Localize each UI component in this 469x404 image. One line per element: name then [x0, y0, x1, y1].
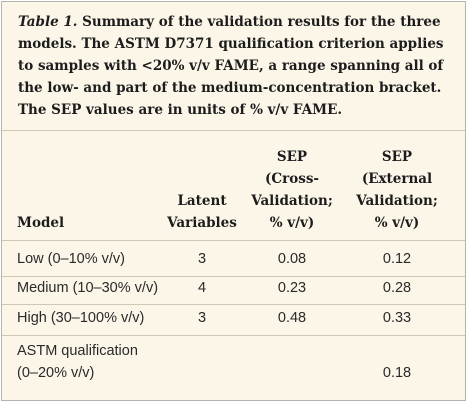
- row-high-sep-ext: 0.33: [382, 310, 412, 326]
- row-low-sep-ext: 0.12: [382, 251, 412, 267]
- row-medium-model: Medium (10–30% v/v): [17, 280, 159, 296]
- header-sep-cv-line2: (Cross-: [264, 171, 320, 187]
- header-sep-ext-line3: Validation;: [356, 193, 438, 209]
- row-medium-sep-ext: 0.28: [382, 280, 412, 296]
- row-high-model: High (30–100% v/v): [17, 310, 145, 326]
- header-latent-line1: Latent: [177, 193, 227, 209]
- header-sep-cv-line4: % v/v): [269, 215, 315, 231]
- header-sep-ext-line4: % v/v): [374, 215, 420, 231]
- header-sep-cv-line3: Validation;: [251, 193, 333, 209]
- header-model: Model: [17, 215, 65, 231]
- row-divider: [2, 276, 465, 277]
- table-caption: Table 1. Summary of the validation resul…: [18, 11, 458, 121]
- header-sep-ext-line1: SEP: [381, 149, 413, 165]
- row-astm-sep-ext: 0.18: [382, 365, 412, 381]
- table-label: Table 1.: [18, 14, 78, 30]
- row-divider: [2, 304, 465, 305]
- row-low-sep-cv: 0.08: [277, 251, 307, 267]
- row-medium-sep-cv: 0.23: [277, 280, 307, 296]
- row-astm-model-line1: ASTM qualification: [17, 343, 138, 359]
- header-sep-cv-line1: SEP: [276, 149, 308, 165]
- header-latent-line2: Variables: [167, 215, 237, 231]
- caption-text: Summary of the validation results for th…: [18, 14, 444, 118]
- row-medium-latent: 4: [197, 280, 207, 296]
- row-high-sep-cv: 0.48: [277, 310, 307, 326]
- header-divider: [2, 240, 465, 241]
- row-low-latent: 3: [197, 251, 207, 267]
- row-astm-model-line2: (0–20% v/v): [17, 365, 95, 381]
- row-high-latent: 3: [197, 310, 207, 326]
- row-divider: [2, 335, 465, 336]
- row-low-model: Low (0–10% v/v): [17, 251, 125, 267]
- header-sep-ext-line2: (External: [361, 171, 433, 187]
- caption-divider: [2, 130, 465, 131]
